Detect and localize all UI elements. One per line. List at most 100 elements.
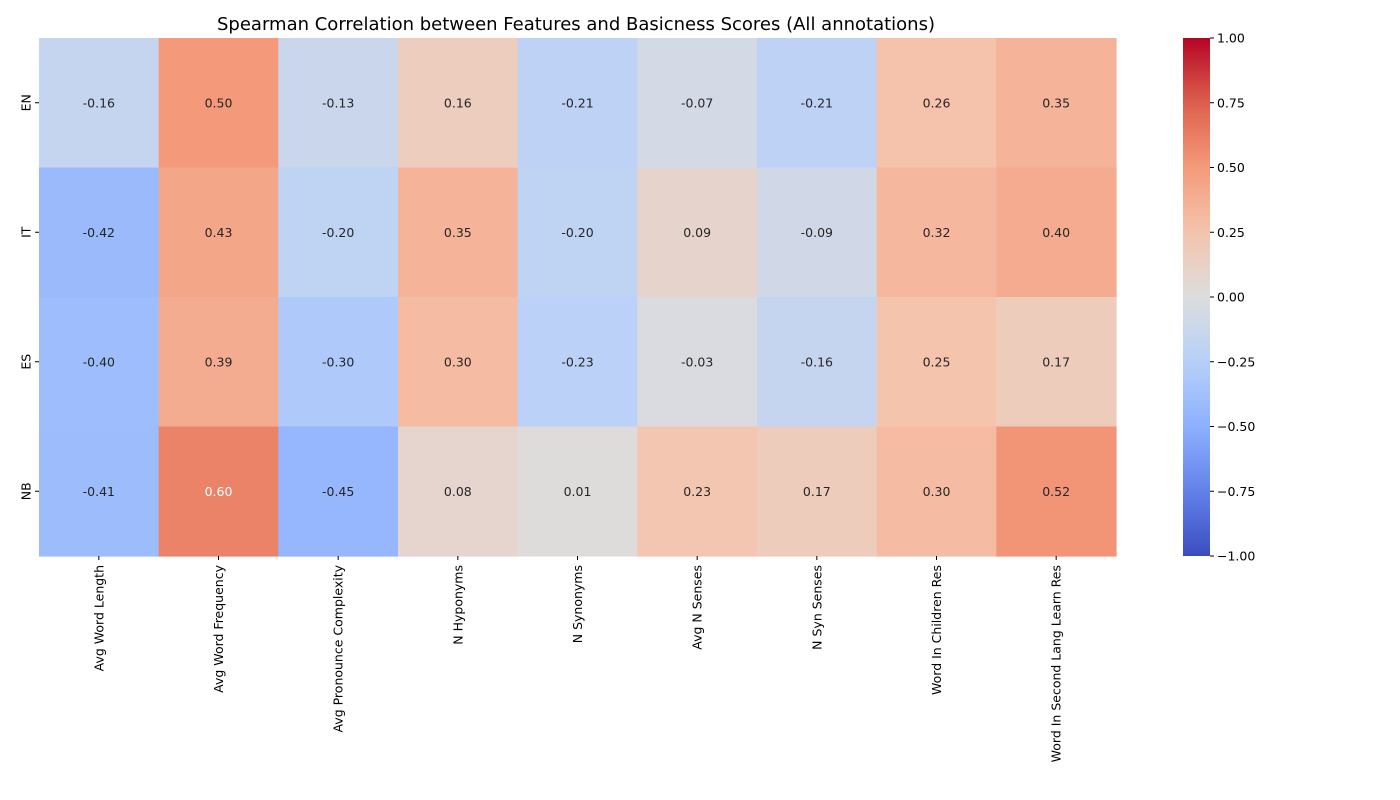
heatmap-cell-nb-word-in-children-res (876, 426, 997, 557)
heatmap-cell-nb-avg-word-length (39, 426, 160, 557)
cell-value-label: -0.20 (561, 225, 593, 240)
heatmap-cell-it-n-syn-senses (757, 167, 878, 298)
heatmap-cell-es-avg-pronounce-complexity (278, 297, 399, 428)
cell-value-label: 0.09 (683, 225, 711, 240)
cell-value-label: 0.30 (923, 484, 951, 499)
heatmap-cell-es-avg-word-frequency (158, 297, 279, 428)
cell-value-label: -0.21 (801, 95, 833, 110)
heatmap-cell-it-n-hyponyms (398, 167, 519, 298)
heatmap-cell-es-n-hyponyms (398, 297, 519, 428)
heatmap-cell-nb-avg-n-senses (637, 426, 758, 557)
cell-value-label: 0.35 (444, 225, 472, 240)
heatmap-cell-en-n-syn-senses (757, 38, 878, 169)
heatmap-cell-nb-n-hyponyms (398, 426, 519, 557)
heatmap-cell-it-n-synonyms (517, 167, 638, 298)
heatmap-cell-nb-n-syn-senses (757, 426, 878, 557)
heatmap-cell-es-word-in-children-res (876, 297, 997, 428)
heatmap-cell-it-avg-n-senses (637, 167, 758, 298)
heatmap-cell-it-word-in-second-lang-learn-res (996, 167, 1117, 298)
x-tick-label-avg-word-length: Avg Word Length (91, 565, 106, 671)
heatmap-cell-es-n-syn-senses (757, 297, 878, 428)
cell-value-label: 0.16 (444, 95, 472, 110)
cell-value-label: 0.01 (564, 484, 592, 499)
cell-value-label: 0.52 (1042, 484, 1070, 499)
y-tick-label-nb: NB (19, 482, 34, 500)
cell-value-label: -0.45 (322, 484, 354, 499)
x-tick-label-word-in-second-lang-learn-res: Word In Second Lang Learn Res (1049, 565, 1064, 762)
y-tick-label-it: IT (19, 226, 34, 238)
cell-value-label: 0.08 (444, 484, 472, 499)
cell-value-label: 0.32 (923, 225, 951, 240)
heatmap-cell-en-avg-word-frequency (158, 38, 279, 169)
cell-value-label: -0.23 (561, 354, 593, 369)
chart-title: Spearman Correlation between Features an… (217, 14, 935, 35)
cell-value-label: 0.50 (205, 95, 233, 110)
cell-value-label: 0.40 (1042, 225, 1070, 240)
cell-value-label: 0.17 (1042, 354, 1070, 369)
colorbar-tick-label: 0.75 (1217, 95, 1245, 110)
heatmap-cell-en-avg-word-length (39, 38, 160, 169)
colorbar-tick-label: 0.00 (1217, 290, 1245, 305)
heatmap-cell-en-word-in-children-res (876, 38, 997, 169)
heatmap-cell-en-word-in-second-lang-learn-res (996, 38, 1117, 169)
heatmap-cell-en-avg-pronounce-complexity (278, 38, 399, 169)
cell-value-label: 0.43 (205, 225, 233, 240)
colorbar-gradient (1183, 38, 1210, 556)
x-tick-label-avg-n-senses: Avg N Senses (690, 565, 705, 650)
y-axis: EN IT ES NB (19, 94, 39, 500)
cell-value-label: -0.41 (83, 484, 115, 499)
heatmap-cell-nb-n-synonyms (517, 426, 638, 557)
heatmap-cells: -0.16 0.50 -0.13 0.16 -0.21 -0.07 -0.21 0.26 0.3… (39, 38, 1117, 557)
heatmap-cell-nb-avg-word-frequency (158, 426, 279, 557)
heatmap-cell-es-avg-word-length (39, 297, 160, 428)
heatmap-cell-en-avg-n-senses (637, 38, 758, 169)
x-tick-label-n-synonyms: N Synonyms (570, 565, 585, 643)
cell-value-label: 0.30 (444, 354, 472, 369)
x-tick-label-avg-word-frequency: Avg Word Frequency (211, 564, 226, 692)
heatmap-cell-en-n-hyponyms (398, 38, 519, 169)
x-tick-label-n-syn-senses: N Syn Senses (809, 565, 824, 650)
colorbar-tick-label: −0.75 (1217, 484, 1255, 499)
heatmap-cell-nb-avg-pronounce-complexity (278, 426, 399, 557)
cell-value-label: -0.30 (322, 354, 354, 369)
x-tick-label-avg-pronounce-complexity: Avg Pronounce Complexity (331, 564, 346, 732)
cell-value-label: -0.07 (681, 95, 713, 110)
cell-value-label: -0.16 (801, 354, 833, 369)
heatmap-cell-en-n-synonyms (517, 38, 638, 169)
cell-value-label: -0.42 (83, 225, 115, 240)
heatmap-cell-es-n-synonyms (517, 297, 638, 428)
colorbar-tick-label: −0.25 (1217, 354, 1255, 369)
colorbar-tick-label: −0.50 (1217, 419, 1255, 434)
x-tick-label-n-hyponyms: N Hyponyms (450, 565, 465, 645)
heatmap-cell-it-word-in-children-res (876, 167, 997, 298)
colorbar-tick-label: 0.25 (1217, 225, 1245, 240)
colorbar-tick-label: −1.00 (1217, 549, 1255, 564)
cell-value-label: 0.17 (803, 484, 831, 499)
colorbar-tick-label: 0.50 (1217, 160, 1245, 175)
y-tick-label-es: ES (19, 354, 34, 370)
heatmap-cell-nb-word-in-second-lang-learn-res (996, 426, 1117, 557)
heatmap-cell-es-word-in-second-lang-learn-res (996, 297, 1117, 428)
colorbar-tick-label: 1.00 (1217, 31, 1245, 46)
y-tick-label-en: EN (19, 94, 34, 111)
x-axis: Avg Word Length Avg Word Frequency Avg Pro… (91, 556, 1064, 762)
heatmap-cell-it-avg-word-length (39, 167, 160, 298)
heatmap-cell-it-avg-word-frequency (158, 167, 279, 298)
cell-value-label: 0.60 (205, 484, 233, 499)
cell-value-label: -0.16 (83, 95, 115, 110)
cell-value-label: -0.13 (322, 95, 354, 110)
cell-value-label: -0.03 (681, 354, 713, 369)
cell-value-label: 0.23 (683, 484, 711, 499)
cell-value-label: -0.21 (561, 95, 593, 110)
cell-value-label: -0.20 (322, 225, 354, 240)
heatmap-cell-es-avg-n-senses (637, 297, 758, 428)
cell-value-label: 0.26 (923, 95, 951, 110)
colorbar: 1.00 0.75 0.50 0.25 0.00 −0.25 −0.50 −0.75 −1.00 (1183, 31, 1255, 564)
cell-value-label: -0.40 (83, 354, 115, 369)
cell-value-label: 0.25 (923, 354, 951, 369)
heatmap-cell-it-avg-pronounce-complexity (278, 167, 399, 298)
cell-value-label: -0.09 (801, 225, 833, 240)
cell-value-label: 0.39 (205, 354, 233, 369)
cell-value-label: 0.35 (1042, 95, 1070, 110)
